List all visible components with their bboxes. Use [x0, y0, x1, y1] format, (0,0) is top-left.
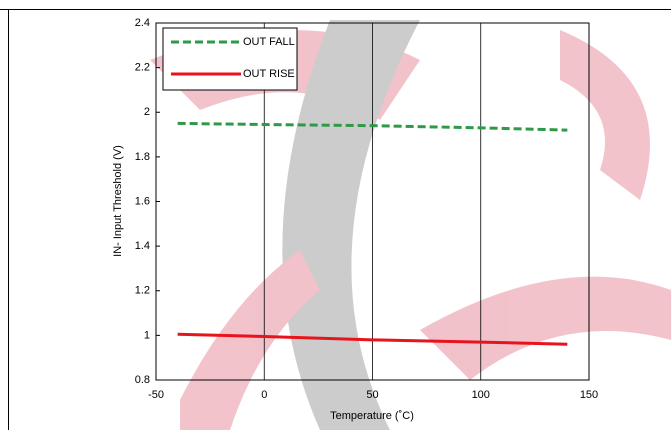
legend-label: OUT RISE	[243, 68, 295, 80]
legend-label: OUT FALL	[243, 36, 295, 48]
y-tick-label: 1.2	[135, 285, 150, 297]
x-tick-label: 150	[580, 389, 598, 401]
x-tick-label: 100	[472, 389, 490, 401]
watermark	[150, 20, 671, 430]
data-line	[177, 332, 568, 346]
y-tick-label: 2	[144, 106, 150, 118]
y-tick-label: 1.8	[135, 151, 150, 163]
y-tick-label: 1	[144, 329, 150, 341]
watermark-shape	[180, 250, 320, 430]
legend-box	[162, 27, 298, 91]
watermark-shape	[420, 276, 671, 380]
data-line	[177, 121, 568, 132]
x-tick-label: 0	[261, 389, 267, 401]
y-tick-label: 1.4	[135, 240, 150, 252]
x-tick-label: 50	[366, 389, 378, 401]
y-tick-label: 2.4	[135, 17, 150, 29]
y-tick-label: 2.2	[135, 62, 150, 74]
watermark-shape	[282, 20, 420, 430]
x-tick-label: -50	[148, 389, 164, 401]
y-tick-label: 1.6	[135, 195, 150, 207]
watermark-shape	[560, 30, 650, 200]
y-tick-label: 0.8	[135, 374, 150, 386]
y-axis-label: IN- Input Threshold (V)	[112, 145, 124, 257]
x-axis-label: Temperature (˚C)	[330, 410, 414, 422]
